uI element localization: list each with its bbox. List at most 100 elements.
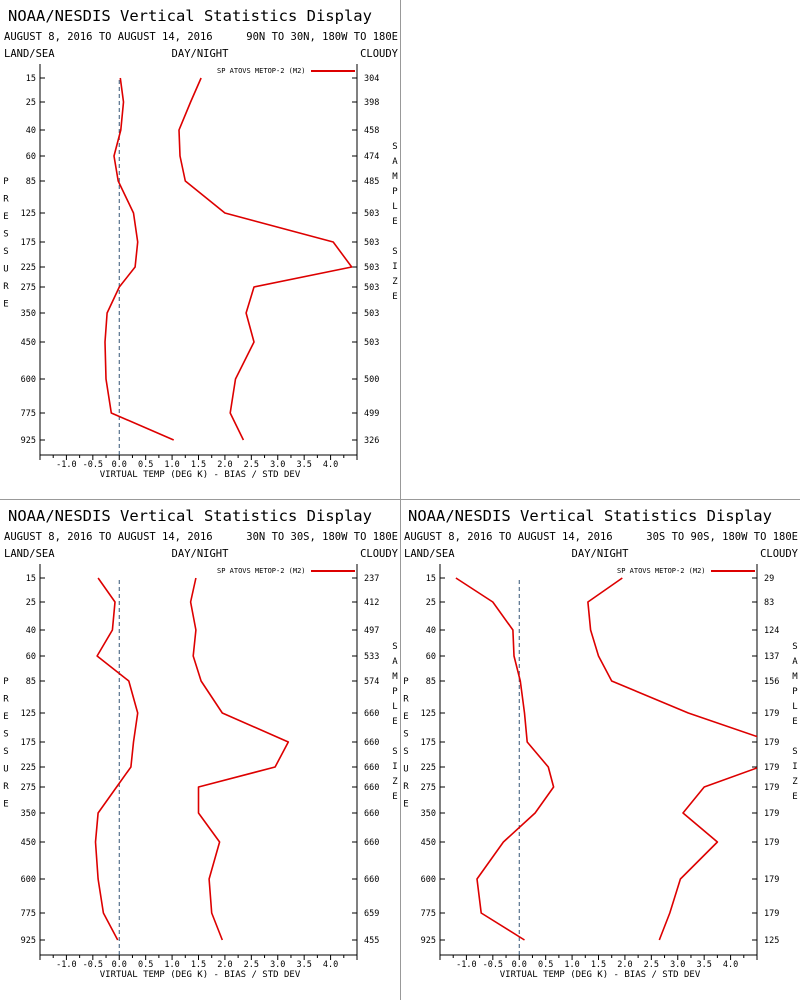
legend-label: SP ATOVS METOP-2 (M2) <box>617 567 706 575</box>
y-axis-letter: R <box>3 282 9 292</box>
series-line-bias <box>104 77 175 441</box>
y-axis-letter: E <box>3 212 8 222</box>
y-axis-letter: E <box>403 800 408 810</box>
pressure-tick-label: 275 <box>421 783 436 793</box>
label-day-night: DAY/NIGHT <box>172 48 230 60</box>
y-axis-letter: S <box>3 747 8 757</box>
pressure-tick-label: 125 <box>21 709 36 719</box>
y-axis-letter: U <box>3 765 8 775</box>
chart-svg: NOAA/NESDIS Vertical Statistics Display A… <box>403 507 798 980</box>
chart-svg: NOAA/NESDIS Vertical Statistics Display A… <box>3 7 398 480</box>
sample-size-label: 660 <box>364 875 379 885</box>
y2-axis-letter: S <box>392 247 397 257</box>
sample-size-label: 124 <box>764 626 779 636</box>
sample-size-label: 179 <box>764 738 779 748</box>
x-tick-label: -1.0 <box>56 960 76 970</box>
y2-axis-letter: E <box>792 717 797 727</box>
pressure-tick-label: 225 <box>21 763 36 773</box>
y-axis-letter: R <box>3 695 9 705</box>
series-line-bias <box>455 577 555 941</box>
plot-area: 15 237 25 412 40 497 60 533 85 574 125 660 175 660 225… <box>3 564 398 980</box>
pressure-tick-label: 60 <box>426 652 436 662</box>
x-tick-label: 2.5 <box>644 960 659 970</box>
y2-axis-letter: A <box>392 657 398 667</box>
sample-size-label: 179 <box>764 783 779 793</box>
sample-size-label: 83 <box>764 598 774 608</box>
y-axis-letter: P <box>3 677 9 687</box>
sample-size-label: 137 <box>764 652 779 662</box>
pressure-tick-label: 350 <box>21 309 36 319</box>
sample-size-label: 660 <box>364 738 379 748</box>
series-line-bias <box>94 577 139 941</box>
panel-divider-horizontal <box>0 499 800 500</box>
y-axis-letter: R <box>3 782 9 792</box>
pressure-tick-label: 40 <box>26 126 36 136</box>
y-axis-letter: S <box>3 247 8 257</box>
pressure-tick-label: 275 <box>21 283 36 293</box>
pressure-tick-label: 275 <box>21 783 36 793</box>
y2-axis-letter: L <box>792 702 797 712</box>
series-line-std-dev <box>189 577 290 941</box>
sample-size-label: 503 <box>364 283 379 293</box>
pressure-tick-label: 450 <box>21 338 36 348</box>
sample-size-label: 660 <box>364 809 379 819</box>
x-tick-label: 4.0 <box>323 960 338 970</box>
chart-panel-tropics: NOAA/NESDIS Vertical Statistics Display A… <box>0 500 400 1000</box>
x-tick-label: 1.0 <box>564 960 579 970</box>
x-tick-label: 3.0 <box>270 460 285 470</box>
pressure-tick-label: 85 <box>26 677 36 687</box>
sample-size-label: 485 <box>364 177 379 187</box>
y2-axis-letter: A <box>392 157 398 167</box>
pressure-tick-label: 350 <box>21 809 36 819</box>
y-axis-letter: S <box>3 230 8 240</box>
sample-size-label: 500 <box>364 375 379 385</box>
sample-size-label: 574 <box>364 677 379 687</box>
y2-axis-letter: E <box>392 792 397 802</box>
sample-size-label: 660 <box>364 709 379 719</box>
sample-size-label: 533 <box>364 652 379 662</box>
sample-size-label: 503 <box>364 309 379 319</box>
pressure-tick-label: 175 <box>421 738 436 748</box>
x-axis-label: VIRTUAL TEMP (DEG K) - BIAS / STD DEV <box>100 970 301 980</box>
chart-title: NOAA/NESDIS Vertical Statistics Display <box>8 507 372 525</box>
pressure-tick-label: 15 <box>426 574 436 584</box>
y-axis-letter: R <box>3 195 9 205</box>
y2-axis-letter: E <box>392 292 397 302</box>
region: 90N TO 30N, 180W TO 180E <box>246 31 398 43</box>
pressure-tick-label: 85 <box>426 677 436 687</box>
pressure-tick-label: 225 <box>421 763 436 773</box>
x-tick-label: 0.5 <box>538 960 553 970</box>
sample-size-label: 179 <box>764 909 779 919</box>
date-range: AUGUST 8, 2016 TO AUGUST 14, 2016 <box>4 531 213 543</box>
pressure-tick-label: 125 <box>421 709 436 719</box>
pressure-tick-label: 40 <box>26 626 36 636</box>
y-axis-letter: U <box>403 765 408 775</box>
pressure-tick-label: 25 <box>26 98 36 108</box>
pressure-tick-label: 450 <box>421 838 436 848</box>
y2-axis-letter: E <box>792 792 797 802</box>
x-tick-label: 4.0 <box>323 460 338 470</box>
x-tick-label: 3.5 <box>296 460 311 470</box>
x-tick-label: 1.0 <box>164 960 179 970</box>
y2-axis-letter: L <box>392 702 397 712</box>
y2-axis-letter: Z <box>392 277 398 287</box>
y2-axis-letter: I <box>392 762 397 772</box>
y2-axis-letter: S <box>392 142 397 152</box>
date-range: AUGUST 8, 2016 TO AUGUST 14, 2016 <box>404 531 613 543</box>
y2-axis-letter: I <box>792 762 797 772</box>
x-tick-label: 3.5 <box>696 960 711 970</box>
x-tick-label: 3.5 <box>296 960 311 970</box>
x-axis-label: VIRTUAL TEMP (DEG K) - BIAS / STD DEV <box>500 970 701 980</box>
y-axis-letter: E <box>403 712 408 722</box>
x-tick-label: 0.0 <box>112 960 127 970</box>
sample-size-label: 29 <box>764 574 774 584</box>
series-line-std-dev <box>587 577 757 941</box>
pressure-tick-label: 350 <box>421 809 436 819</box>
label-day-night: DAY/NIGHT <box>572 548 630 560</box>
sample-size-label: 237 <box>364 574 379 584</box>
sample-size-label: 179 <box>764 763 779 773</box>
pressure-tick-label: 925 <box>21 436 36 446</box>
sample-size-label: 179 <box>764 809 779 819</box>
x-tick-label: 3.0 <box>670 960 685 970</box>
y2-axis-letter: M <box>792 672 798 682</box>
